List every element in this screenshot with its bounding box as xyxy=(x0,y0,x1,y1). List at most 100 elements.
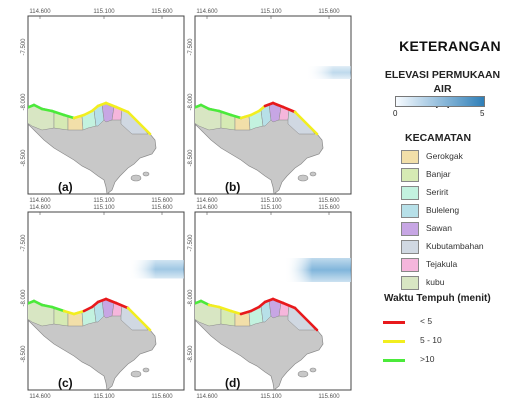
legend-panel: KETERANGAN ELEVASI PERMUKAAN AIR (m) 0 5… xyxy=(375,0,520,407)
coast-segment xyxy=(104,297,118,305)
kecamatan-label: Gerokgak xyxy=(426,151,463,161)
kecamatan-swatch xyxy=(401,186,419,200)
coast-segment xyxy=(229,309,243,316)
map-panel-c: (c) 114.600 114.600 115.100 115.100 115.600 11… xyxy=(21,205,185,400)
kecamatan-legend-item: kubu xyxy=(401,275,511,291)
kecamatan-legend-item: Tejakula xyxy=(401,257,511,273)
kecamatan-swatch xyxy=(401,222,419,236)
coast-segment xyxy=(293,110,319,136)
coast-segment xyxy=(28,299,36,305)
x-tick-label-top: 114.600 xyxy=(29,205,51,211)
coast-segment xyxy=(195,299,203,305)
coast-segment xyxy=(207,107,221,113)
coast-segment xyxy=(293,306,319,332)
x-tick-label-bottom: 114.600 xyxy=(29,394,51,400)
y-tick-label: -8.000 xyxy=(188,289,194,307)
panel-label: (a) xyxy=(58,180,73,194)
travel-time-title: Waktu Tempuh (menit) xyxy=(384,293,491,304)
x-tick-label-bottom: 114.600 xyxy=(196,198,218,204)
kecamatan-swatch xyxy=(401,240,419,254)
coast-segment xyxy=(32,299,44,307)
coast-segment xyxy=(199,299,211,307)
coast-segment xyxy=(217,305,233,313)
coast-segment xyxy=(217,109,233,117)
coast-segment xyxy=(72,113,86,120)
y-tick-label: -8.000 xyxy=(188,93,194,111)
coast-segment xyxy=(195,103,203,109)
coast-segment xyxy=(207,303,221,309)
kecamatan-swatch xyxy=(401,276,419,290)
panel-local xyxy=(28,260,184,390)
coast-segment xyxy=(239,309,253,316)
travel-time-swatch xyxy=(383,340,405,343)
x-tick-label-bottom: 115.100 xyxy=(260,394,282,400)
x-tick-label-top: 115.600 xyxy=(318,9,340,15)
kecamatan-legend-item: Sawan xyxy=(401,221,511,237)
y-tick-label: -8.000 xyxy=(21,289,27,307)
y-tick-label: -7.500 xyxy=(21,234,27,252)
kecamatan-label: Buleleng xyxy=(426,205,460,215)
coast-segment xyxy=(96,297,108,304)
coast-segment xyxy=(82,305,94,313)
kecamatan-title: KECAMATAN xyxy=(405,132,472,144)
map-panels: (a)114.600114.600115.100115.100115.60011… xyxy=(21,9,352,400)
coast-segment xyxy=(281,301,297,310)
coast-segment xyxy=(82,109,94,117)
travel-time-label: >10 xyxy=(420,354,435,364)
islet xyxy=(142,171,150,177)
panel-local xyxy=(195,258,351,390)
coast-segment xyxy=(90,300,100,309)
coast-segment xyxy=(90,104,100,113)
travel-time-legend-item: < 5 xyxy=(383,315,503,329)
kecamatan-legend-item: Gerokgak xyxy=(401,149,511,165)
x-tick-label-top: 114.600 xyxy=(196,9,218,15)
coast-segment xyxy=(199,103,211,111)
kecamatan-label: Banjar xyxy=(426,169,451,179)
panel-content xyxy=(28,101,157,194)
coast-segment xyxy=(263,101,275,108)
x-tick-label-bottom: 115.600 xyxy=(318,198,340,204)
y-tick-label: -8.500 xyxy=(21,149,27,167)
x-tick-label-top: 114.600 xyxy=(196,205,218,211)
coast-segment xyxy=(271,297,285,305)
kecamatan-label: Sawan xyxy=(426,223,452,233)
coast-segment xyxy=(271,101,285,109)
coast-segment xyxy=(40,303,54,309)
panel-content xyxy=(195,66,351,194)
x-tick-label-top: 115.100 xyxy=(93,9,115,15)
travel-time-swatch xyxy=(383,359,405,362)
panel-label: (b) xyxy=(225,180,240,194)
coast-segment xyxy=(40,107,54,113)
islet xyxy=(130,174,142,182)
coast-segment xyxy=(114,105,130,114)
y-tick-label: -7.500 xyxy=(188,38,194,56)
kecamatan-legend-item: Banjar xyxy=(401,167,511,183)
travel-time-label: < 5 xyxy=(420,316,433,326)
travel-time-swatch xyxy=(383,321,405,324)
coast-segment xyxy=(114,301,130,310)
kecamatan-swatch xyxy=(401,150,419,164)
panel-local xyxy=(195,66,351,194)
elevation-max-label: 5 xyxy=(480,109,485,118)
x-tick-label-top: 115.100 xyxy=(260,205,282,211)
travel-time-legend-item: >10 xyxy=(383,353,503,367)
kecamatan-legend-item: Seririt xyxy=(401,185,511,201)
islet xyxy=(297,370,309,378)
y-tick-label: -8.500 xyxy=(188,149,194,167)
x-tick-label-top: 115.600 xyxy=(151,205,173,211)
x-tick-label-bottom: 115.100 xyxy=(93,394,115,400)
panel-label: (c) xyxy=(58,376,73,390)
y-tick-label: -8.000 xyxy=(21,93,27,111)
travel-time-label: 5 - 10 xyxy=(420,335,442,345)
kecamatan-swatch xyxy=(401,258,419,272)
coast-segment xyxy=(126,306,152,332)
coast-segment xyxy=(50,109,66,117)
coast-segment xyxy=(249,305,261,313)
coast-segment xyxy=(32,103,44,111)
coast-segment xyxy=(257,104,267,113)
coast-segment xyxy=(249,109,261,117)
coast-segment xyxy=(72,309,86,316)
x-tick-label-top: 114.600 xyxy=(29,9,51,15)
coast-segment xyxy=(50,305,66,313)
x-tick-label-top: 115.100 xyxy=(260,9,282,15)
